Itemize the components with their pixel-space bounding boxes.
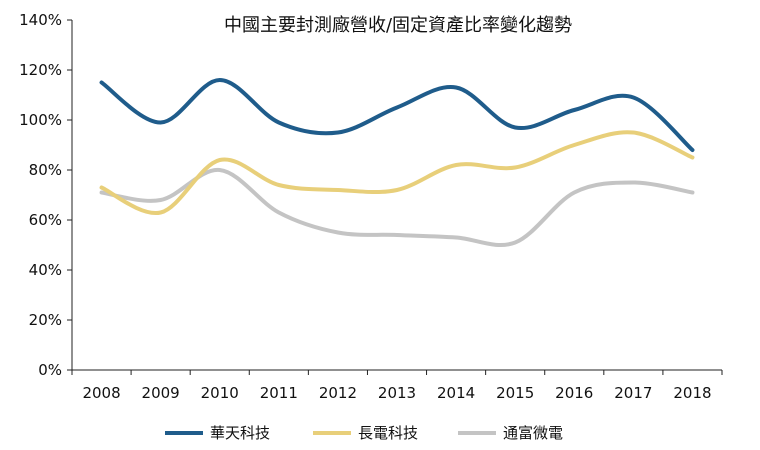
y-tick-label: 120% (19, 61, 62, 79)
y-tick-label: 100% (19, 111, 62, 129)
x-tick-label: 2015 (496, 384, 534, 402)
x-tick-label: 2010 (201, 384, 239, 402)
y-tick-label: 40% (29, 261, 62, 279)
y-tick-label: 140% (19, 11, 62, 29)
legend-label-1: 華天科技 (210, 424, 270, 442)
legend: 華天科技 長電科技 通富微電 (165, 424, 563, 442)
legend-label-2: 長電科技 (358, 424, 418, 442)
x-tick-label: 2018 (673, 384, 711, 402)
x-tick-label: 2014 (437, 384, 475, 402)
series-line-3 (99, 167, 695, 248)
plot-area: 0% 20% 40% 60% 80% 100% 120% 140% 2008 2009 2010 20… (19, 11, 723, 402)
chart-title: 中國主要封測廠營收/固定資產比率變化趨勢 (224, 14, 572, 36)
y-tick-label: 0% (38, 361, 62, 379)
x-tick-label: 2016 (555, 384, 593, 402)
x-tick-label: 2013 (378, 384, 416, 402)
y-tick-label: 20% (29, 311, 62, 329)
x-tick-label: 2009 (142, 384, 180, 402)
x-tick-label: 2012 (319, 384, 357, 402)
y-tick-label: 60% (29, 211, 62, 229)
x-tick-label: 2008 (82, 384, 120, 402)
y-tick-label: 80% (29, 161, 62, 179)
x-tick-label: 2017 (614, 384, 652, 402)
x-tick-label: 2011 (260, 384, 298, 402)
series-line-1 (99, 78, 695, 152)
legend-label-3: 通富微電 (503, 424, 563, 442)
series-line-2 (99, 130, 695, 215)
